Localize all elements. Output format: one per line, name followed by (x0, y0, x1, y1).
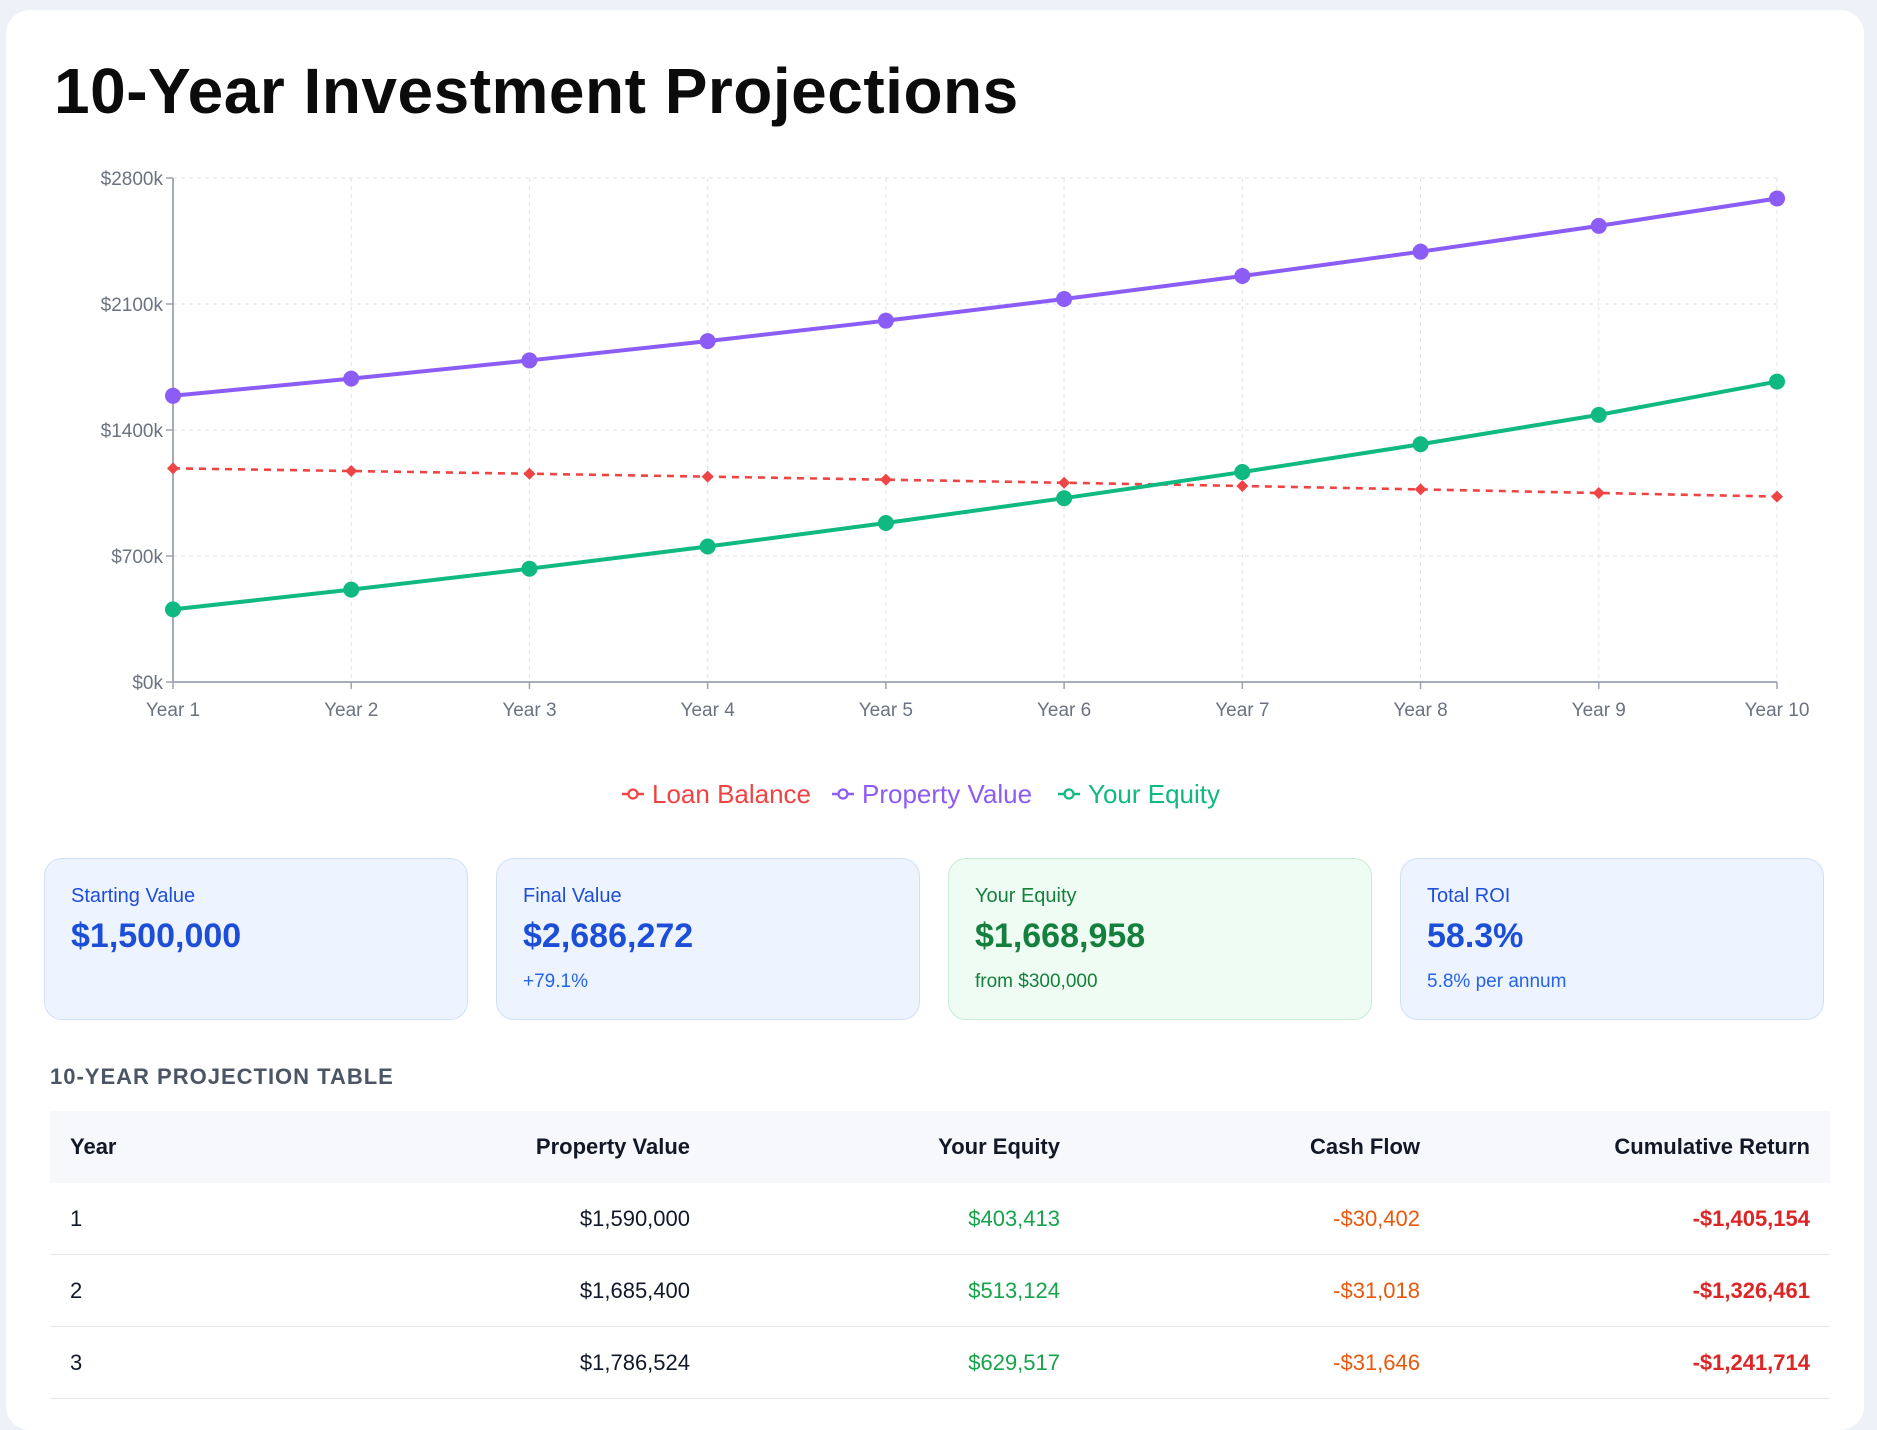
data-point-equity (165, 601, 181, 618)
table-row: 2 $1,685,400 $513,124 -$31,018 -$1,326,4… (50, 1254, 1830, 1327)
cell-cumulative-return: -$1,326,461 (1440, 1254, 1830, 1327)
stat-value: $1,500,000 (71, 917, 242, 955)
column-header-year: Year (70, 1134, 117, 1159)
data-point-loan (167, 462, 179, 475)
table-heading: 10-YEAR PROJECTION TABLE (50, 1064, 394, 1089)
data-point-property (343, 370, 360, 387)
projections-card: 10-Year Investment Projections $0k $700k $… (6, 10, 1864, 1430)
y-tick-label: $0k (132, 673, 163, 694)
y-tick-label: $2800k (101, 169, 164, 190)
data-point-property (165, 387, 181, 404)
legend-swatch-marker (1063, 788, 1075, 800)
projection-line-chart: $0k $700k $1400k $2100k $2800k Year 1 Year 2 Ye… (101, 169, 1810, 809)
data-point-property (1412, 243, 1429, 260)
data-point-loan (1414, 483, 1427, 496)
cell-property-value: $1,685,400 (330, 1254, 710, 1327)
page-title: 10-Year Investment Projections (54, 55, 1019, 127)
data-point-loan (1236, 479, 1249, 492)
data-point-equity (343, 581, 360, 598)
data-point-equity (699, 538, 716, 555)
y-tick-label: $2100k (101, 295, 164, 316)
data-point-equity (521, 560, 538, 577)
series-line-equity (172, 379, 1778, 612)
stat-value: 58.3% (1427, 917, 1524, 955)
stat-sub: from $300,000 (975, 971, 1098, 992)
cell-cumulative-return: -$1,405,154 (1440, 1183, 1830, 1255)
cell-property-value: $1,786,524 (330, 1326, 710, 1399)
stat-sub: 5.8% per annum (1427, 971, 1567, 992)
data-point-property (1056, 291, 1073, 308)
data-point-loan (523, 467, 536, 480)
stat-card-your-equity: Your Equity $1,668,958 from $300,000 (948, 858, 1372, 1020)
data-point-property (1234, 268, 1251, 285)
cell-cumulative-return: -$1,241,714 (1440, 1326, 1830, 1399)
table-row: 3 $1,786,524 $629,517 -$31,646 -$1,241,7… (50, 1326, 1830, 1399)
x-tick-label: Year 5 (859, 700, 913, 721)
data-point-equity (1234, 464, 1251, 481)
cell-year: 2 (50, 1254, 330, 1327)
data-point-equity (1769, 373, 1785, 390)
legend-swatch-marker (837, 788, 849, 800)
x-tick-label: Year 9 (1572, 700, 1626, 721)
x-tick-label: Year 2 (324, 700, 378, 721)
data-point-loan (1058, 476, 1071, 489)
data-point-equity (1590, 406, 1607, 423)
data-point-loan (1592, 487, 1605, 499)
column-header-cumulative-return: Cumulative Return (1614, 1134, 1810, 1159)
cell-year: 1 (50, 1183, 330, 1255)
y-tick-label: $700k (111, 547, 163, 568)
stat-label: Your Equity (975, 885, 1077, 907)
cell-cash-flow: -$30,402 (1080, 1183, 1440, 1255)
stat-sub: +79.1% (523, 971, 588, 992)
data-point-equity (1412, 436, 1429, 453)
cell-your-equity: $629,517 (710, 1326, 1080, 1399)
x-tick-label: Year 3 (502, 700, 556, 721)
data-point-property (521, 352, 538, 369)
stat-card-total-roi: Total ROI 58.3% 5.8% per annum (1400, 858, 1824, 1020)
legend-label-equity: Your Equity (1088, 779, 1220, 809)
stat-card-starting-value: Starting Value $1,500,000 (44, 858, 468, 1020)
legend-swatch-marker (627, 788, 639, 800)
cell-your-equity: $513,124 (710, 1254, 1080, 1327)
stat-label: Starting Value (71, 885, 196, 907)
data-point-loan (879, 473, 892, 486)
stat-card-final-value: Final Value $2,686,272 +79.1% (496, 858, 920, 1020)
stat-label: Total ROI (1427, 885, 1511, 907)
cell-cash-flow: -$31,646 (1080, 1326, 1440, 1399)
data-point-equity (1056, 490, 1073, 507)
projection-table: Year Property Value Your Equity Cash Flo… (50, 1111, 1830, 1399)
data-point-property (1769, 190, 1785, 207)
x-tick-label: Year 10 (1745, 700, 1810, 721)
x-tick-label: Year 7 (1215, 700, 1269, 721)
stat-value: $2,686,272 (523, 917, 694, 955)
series-line-loan (172, 467, 1778, 498)
stat-value: $1,668,958 (975, 917, 1146, 955)
y-tick-label: $1400k (101, 421, 164, 442)
cell-cash-flow: -$31,018 (1080, 1254, 1440, 1327)
data-point-property (877, 312, 894, 329)
data-point-loan (701, 470, 714, 483)
series-line-property (172, 196, 1778, 398)
table-header-row: Year Property Value Your Equity Cash Flo… (50, 1111, 1830, 1183)
data-point-loan (345, 465, 358, 478)
x-tick-label: Year 6 (1037, 700, 1091, 721)
cell-property-value: $1,590,000 (330, 1183, 710, 1255)
stat-label: Final Value (523, 885, 622, 907)
legend-label-loan: Loan Balance (652, 779, 811, 809)
data-point-loan (1771, 490, 1783, 503)
legend-label-property: Property Value (862, 779, 1032, 809)
x-tick-label: Year 1 (146, 700, 200, 721)
x-tick-label: Year 8 (1393, 700, 1447, 721)
cell-year: 3 (50, 1326, 330, 1399)
column-header-cash-flow: Cash Flow (1309, 1134, 1420, 1159)
cell-your-equity: $403,413 (710, 1183, 1080, 1255)
table-row: 1 $1,590,000 $403,413 -$30,402 -$1,405,1… (50, 1183, 1830, 1255)
data-point-equity (877, 515, 894, 532)
data-point-property (699, 333, 716, 350)
x-tick-label: Year 4 (681, 700, 736, 721)
column-header-property-value: Property Value (535, 1134, 690, 1159)
data-point-property (1590, 217, 1607, 234)
column-header-your-equity: Your Equity (938, 1134, 1060, 1159)
